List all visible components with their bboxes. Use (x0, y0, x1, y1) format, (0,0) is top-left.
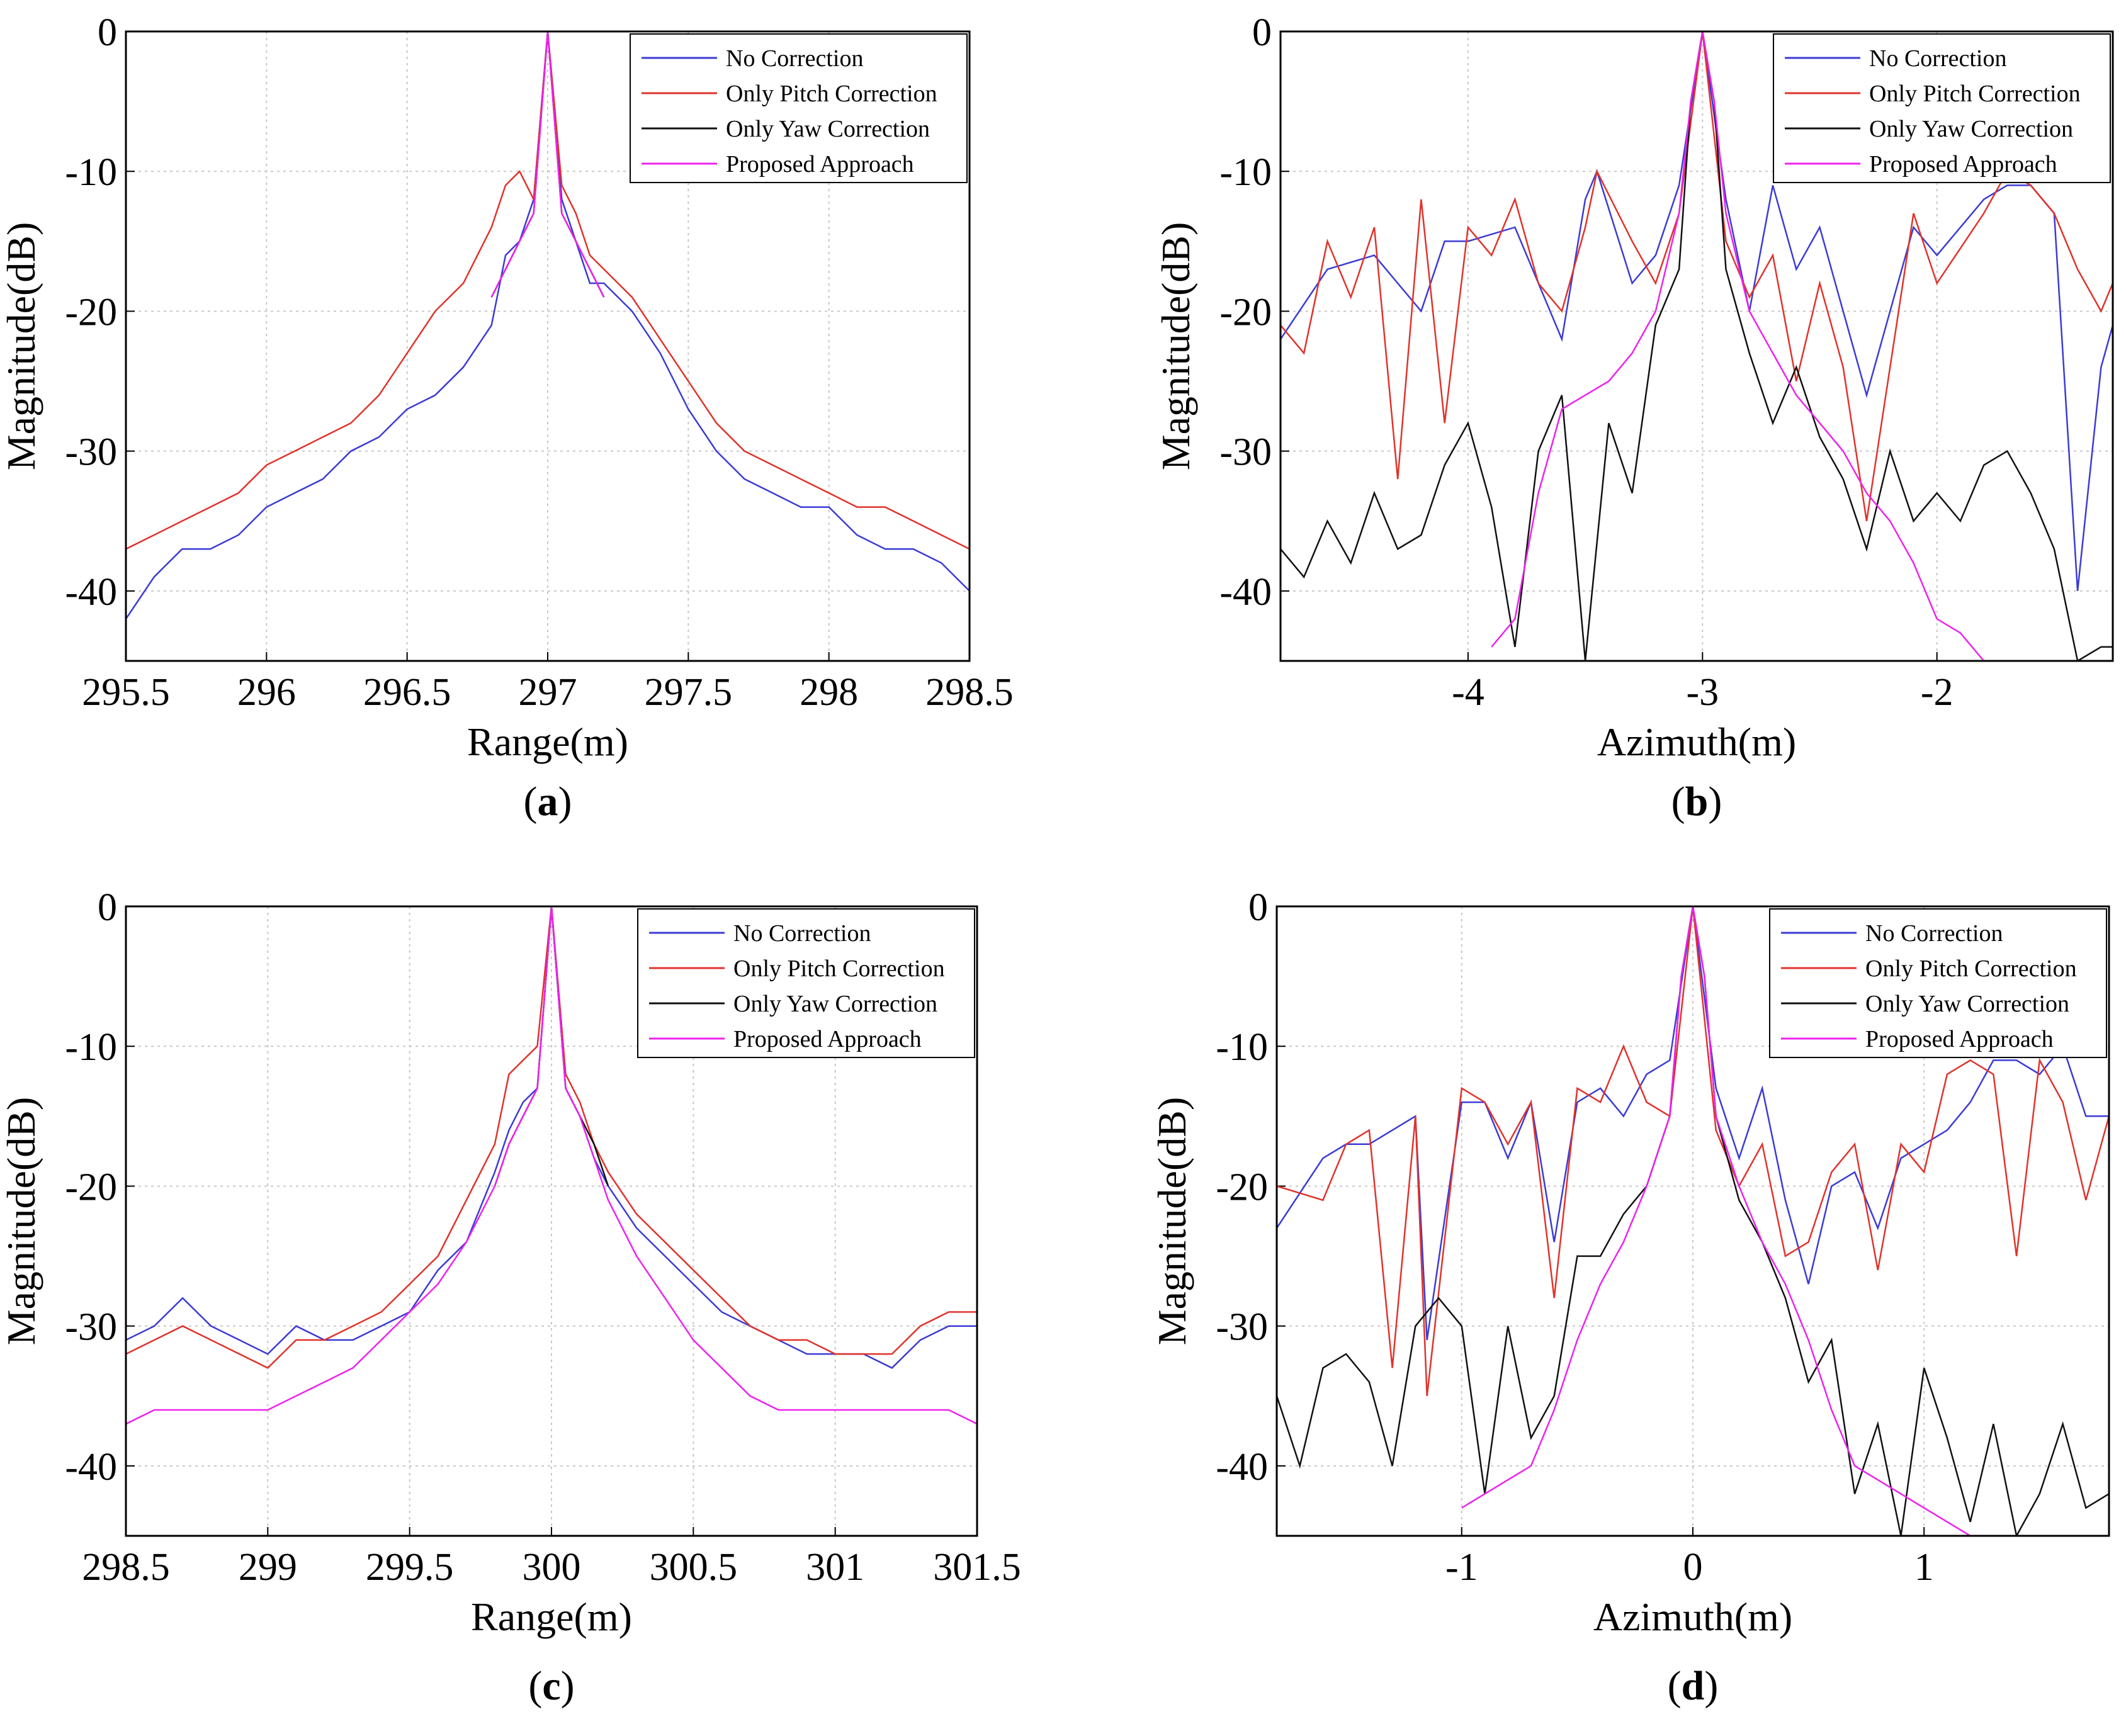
panel-caption: (d) (1668, 1663, 1719, 1709)
x-axis-label: Azimuth(m) (1597, 719, 1796, 764)
legend: No Correction Only Pitch Correction Only Y… (637, 908, 975, 1058)
panel-caption: (a) (524, 779, 572, 825)
legend-label: Only Yaw Correction (1865, 991, 2069, 1017)
series-line-only-pitch-correction (126, 906, 977, 1369)
y-tick-label: -30 (65, 431, 117, 474)
y-tick-label: -20 (65, 1166, 117, 1209)
y-tick-label: -40 (1219, 571, 1272, 614)
panel-caption: (b) (1671, 779, 1722, 825)
y-tick-label: -30 (1219, 431, 1272, 474)
x-axis-label: Azimuth(m) (1593, 1594, 1792, 1639)
y-tick-label: 0 (98, 886, 117, 929)
series-line-no-correction (126, 31, 970, 619)
plot-frame (125, 905, 978, 1537)
x-axis-label: Range(m) (467, 719, 628, 764)
y-tick-label: -10 (65, 151, 117, 194)
panel-caption: (c) (528, 1663, 574, 1709)
y-tick-label: -30 (65, 1306, 117, 1349)
series-line-proposed-approach (126, 906, 977, 1425)
legend: No Correction Only Pitch Correction Only Y… (1769, 908, 2107, 1058)
x-tick-label: -1 (1445, 1546, 1478, 1589)
legend-label: Proposed Approach (726, 151, 914, 178)
legend-label: Only Pitch Correction (1869, 81, 2081, 107)
x-tick-label: 298.5 (925, 671, 1014, 714)
series-line-proposed-approach (1461, 906, 1971, 1536)
legend-label: No Correction (1869, 45, 2006, 72)
legend-label: No Correction (1865, 920, 2003, 947)
legend: No Correction Only Pitch Correction Only Y… (630, 33, 968, 183)
plot-frame (1279, 30, 2114, 662)
x-tick-label: 1 (1914, 1546, 1934, 1589)
x-tick-label: 296.5 (363, 671, 451, 714)
series-line-only-yaw-correction (1277, 906, 2109, 1536)
y-axis-label: Magnitude(dB) (1153, 222, 1198, 471)
legend-label: Proposed Approach (1869, 151, 2057, 178)
y-tick-label: -40 (65, 571, 117, 614)
x-tick-label: 296 (237, 671, 296, 714)
x-tick-label: 299 (239, 1546, 297, 1589)
series-line-only-pitch-correction (1277, 906, 2109, 1396)
x-tick-label: 298 (800, 671, 858, 714)
x-tick-label: 299.5 (366, 1546, 454, 1589)
legend-label: Proposed Approach (733, 1026, 922, 1052)
x-tick-label: -4 (1452, 671, 1484, 714)
legend-label: Only Pitch Correction (1865, 955, 2077, 982)
y-tick-label: 0 (98, 11, 117, 54)
x-tick-label: 297 (519, 671, 577, 714)
series-line-no-correction (126, 906, 977, 1369)
legend-label: Proposed Approach (1865, 1026, 2054, 1052)
legend-label: Only Yaw Correction (733, 991, 937, 1017)
y-tick-label: 0 (1248, 886, 1268, 929)
x-tick-label: 295.5 (82, 671, 170, 714)
x-tick-label: 300.5 (650, 1546, 738, 1589)
y-tick-label: -20 (65, 291, 117, 334)
x-axis-label: Range(m) (471, 1594, 632, 1639)
y-tick-label: -10 (1216, 1026, 1268, 1069)
y-tick-label: -40 (65, 1446, 117, 1489)
legend: No Correction Only Pitch Correction Only Y… (1773, 33, 2111, 183)
series-line-proposed-approach (490, 31, 605, 298)
legend-label: No Correction (726, 45, 863, 72)
legend-label: Only Yaw Correction (726, 116, 930, 142)
x-tick-label: 300 (523, 1546, 581, 1589)
x-tick-label: 298.5 (82, 1546, 170, 1589)
series-line-no-correction (1281, 31, 2113, 592)
y-tick-label: -30 (1216, 1306, 1268, 1349)
legend-label: No Correction (733, 920, 871, 947)
x-tick-label: 301 (806, 1546, 864, 1589)
series-line-proposed-approach (1491, 31, 1985, 661)
y-tick-label: -20 (1216, 1166, 1268, 1209)
plot-frame (1275, 905, 2110, 1537)
y-axis-label: Magnitude(dB) (0, 1097, 43, 1346)
y-axis-label: Magnitude(dB) (0, 222, 43, 471)
x-tick-label: 301.5 (933, 1546, 1021, 1589)
y-tick-label: -10 (65, 1026, 117, 1069)
series-line-no-correction (1277, 906, 2109, 1341)
plot-frame (125, 30, 971, 662)
legend-label: Only Yaw Correction (1869, 116, 2073, 142)
x-tick-label: 0 (1683, 1546, 1703, 1589)
chart-panel-1: 295.5 296 296.5 297 297.5 298 298.5 0 -10 -20 -30 -… (0, 11, 1014, 825)
legend-label: Only Pitch Correction (726, 81, 937, 107)
y-axis-label: Magnitude(dB) (1150, 1097, 1194, 1346)
y-tick-label: -20 (1219, 291, 1272, 334)
x-tick-label: 297.5 (645, 671, 733, 714)
x-tick-label: -3 (1686, 671, 1719, 714)
x-tick-label: -2 (1921, 671, 1954, 714)
series-line-only-yaw-correction (1281, 31, 2113, 661)
y-tick-label: -10 (1219, 151, 1272, 194)
y-tick-label: 0 (1252, 11, 1272, 54)
legend-label: Only Pitch Correction (733, 955, 945, 982)
y-tick-label: -40 (1216, 1446, 1268, 1489)
chart-panel-3: 298.5 299 299.5 300 300.5 301 301.5 0 -10 -20 -30 -… (0, 886, 1021, 1709)
series-line-only-pitch-correction (126, 31, 970, 550)
